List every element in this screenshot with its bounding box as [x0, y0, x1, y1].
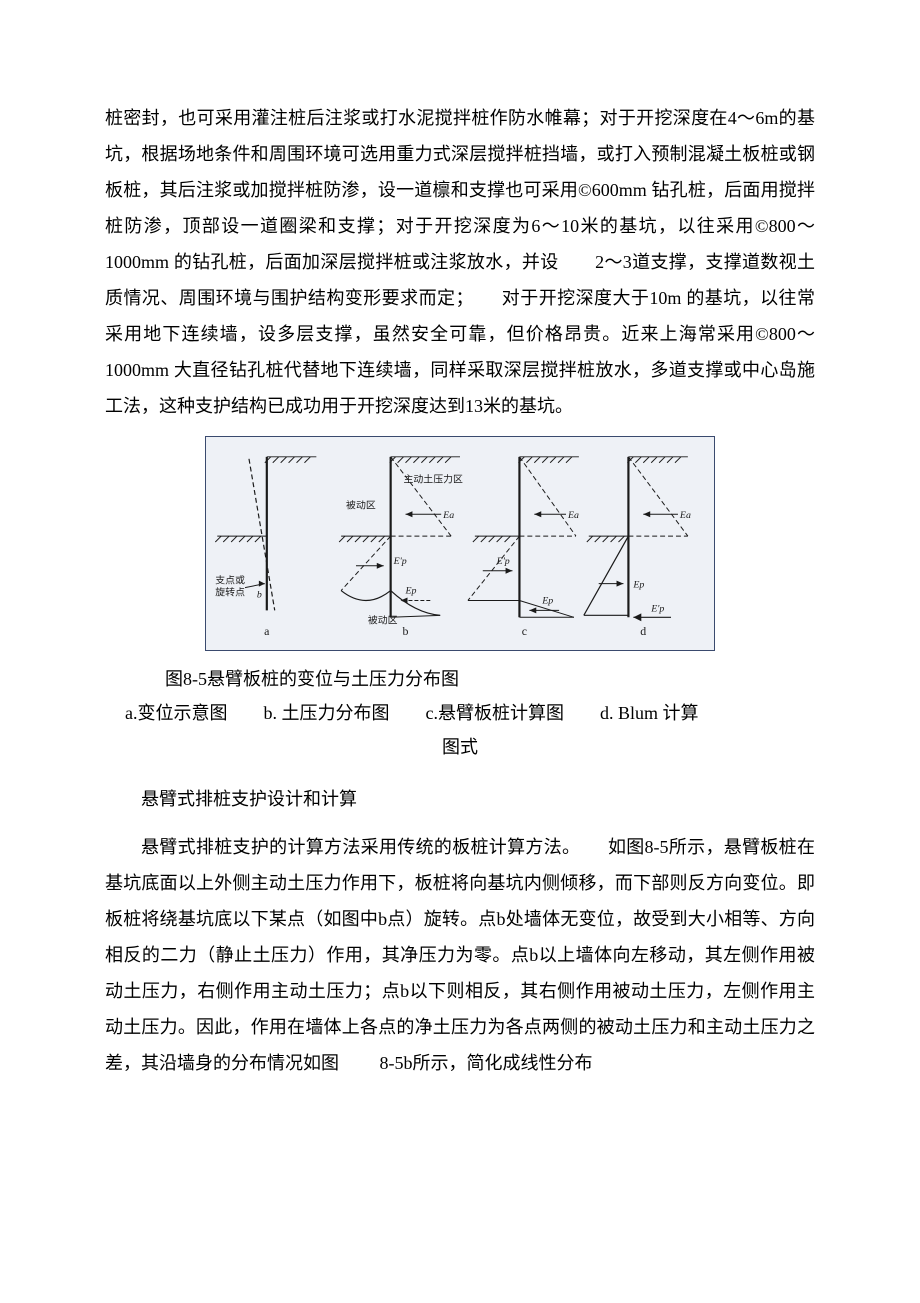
- ep-label-c: Ep: [541, 595, 553, 606]
- epp-label-b: E'p: [393, 556, 407, 567]
- subcaption-d2: 图式: [105, 730, 815, 764]
- figure-subcaption-row: a.变位示意图 b. 土压力分布图 c.悬臂板桩计算图 d. Blum 计算: [105, 696, 815, 730]
- panel-label-d: d: [640, 624, 646, 638]
- ea-label-d: Ea: [679, 510, 691, 521]
- figure-8-5-svg: 支点或 旋转点 b a Ea: [205, 436, 715, 651]
- body-paragraph-2: 悬臂式排桩支护的计算方法采用传统的板桩计算方法。 如图8-5所示，悬臂板桩在基坑…: [105, 829, 815, 1081]
- pivot-label-1: 支点或: [215, 575, 245, 587]
- passive-top-label: 被动区: [346, 498, 376, 511]
- subcaption-a: a.变位示意图: [125, 696, 228, 730]
- figure-8-5: 支点或 旋转点 b a Ea: [105, 436, 815, 765]
- ep-label-b: Ep: [405, 586, 417, 597]
- epp-label-c: E'p: [496, 556, 510, 567]
- subcaption-c: c.悬臂板桩计算图: [426, 696, 565, 730]
- panel-label-c: c: [522, 624, 527, 638]
- ep-label-d: Ep: [632, 580, 644, 591]
- subcaption-d: d. Blum 计算: [600, 696, 699, 730]
- panel-label-a: a: [264, 624, 270, 638]
- section-title: 悬臂式排桩支护设计和计算: [105, 781, 815, 817]
- body-paragraph-1: 桩密封，也可采用灌注桩后注浆或打水泥搅拌桩作防水帷幕；对于开挖深度在4～6m的基…: [105, 100, 815, 424]
- subcaption-b: b. 土压力分布图: [264, 696, 390, 730]
- passive-bottom-label: 被动区: [368, 613, 398, 626]
- b-point-label-a: b: [257, 589, 262, 600]
- ea-label-b: Ea: [442, 510, 454, 521]
- pivot-label-2: 旋转点: [215, 586, 245, 599]
- ea-label-c: Ea: [567, 510, 579, 521]
- panel-label-b: b: [403, 624, 409, 638]
- epp-label-d: E'p: [650, 603, 664, 614]
- active-zone-label: 主动土压力区: [404, 473, 463, 486]
- figure-caption: 图8-5悬臂板桩的变位与土压力分布图: [105, 662, 815, 696]
